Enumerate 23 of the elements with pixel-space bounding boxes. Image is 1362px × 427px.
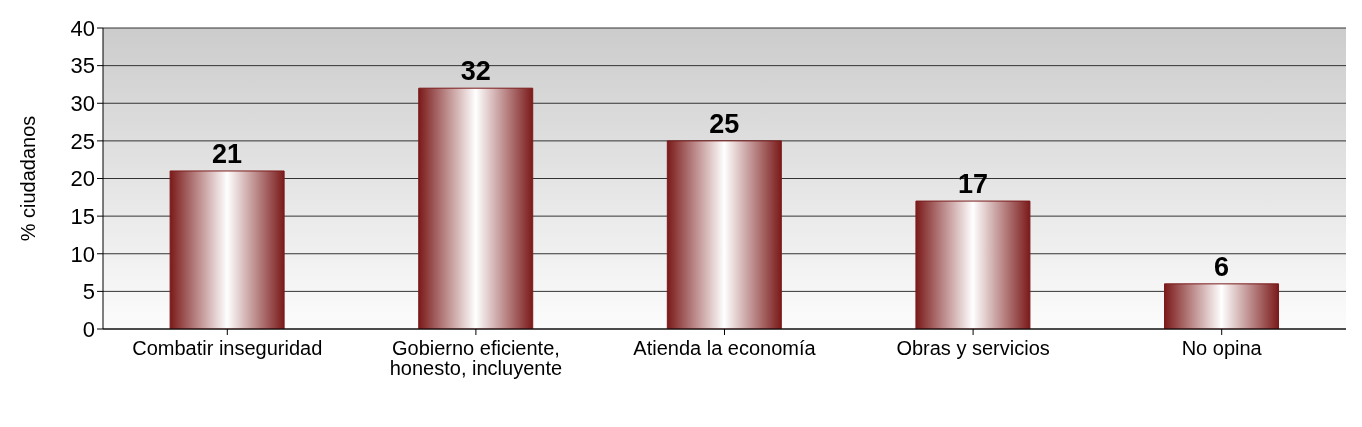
x-tick-label: Combatir inseguridad (132, 337, 323, 360)
data-label: 25 (709, 108, 740, 139)
x-tick-label: No opina (1181, 337, 1263, 360)
y-axis-title: % ciudadanos (17, 115, 40, 242)
x-tick-label: Gobierno eficiente, honesto, incluyente (389, 337, 563, 380)
y-tick-label: 15 (70, 203, 95, 229)
y-tick-label: 25 (70, 128, 95, 154)
bar (915, 200, 1031, 329)
y-tick-label: 5 (82, 279, 95, 305)
x-tick-label: Atienda la economía (633, 337, 817, 360)
bar (418, 87, 534, 329)
y-tick-label: 10 (70, 241, 95, 267)
y-tick-label: 0 (82, 316, 95, 342)
bar (1164, 283, 1280, 329)
data-label: 21 (212, 138, 243, 169)
y-tick-label: 30 (70, 91, 95, 117)
x-tick-label: Obras y servicios (896, 337, 1050, 360)
bar (169, 170, 285, 329)
data-label: 6 (1214, 251, 1230, 282)
y-tick-label: 35 (70, 53, 95, 79)
bar (666, 140, 782, 329)
y-tick-label: 40 (70, 15, 95, 41)
y-tick-label: 20 (70, 166, 95, 192)
